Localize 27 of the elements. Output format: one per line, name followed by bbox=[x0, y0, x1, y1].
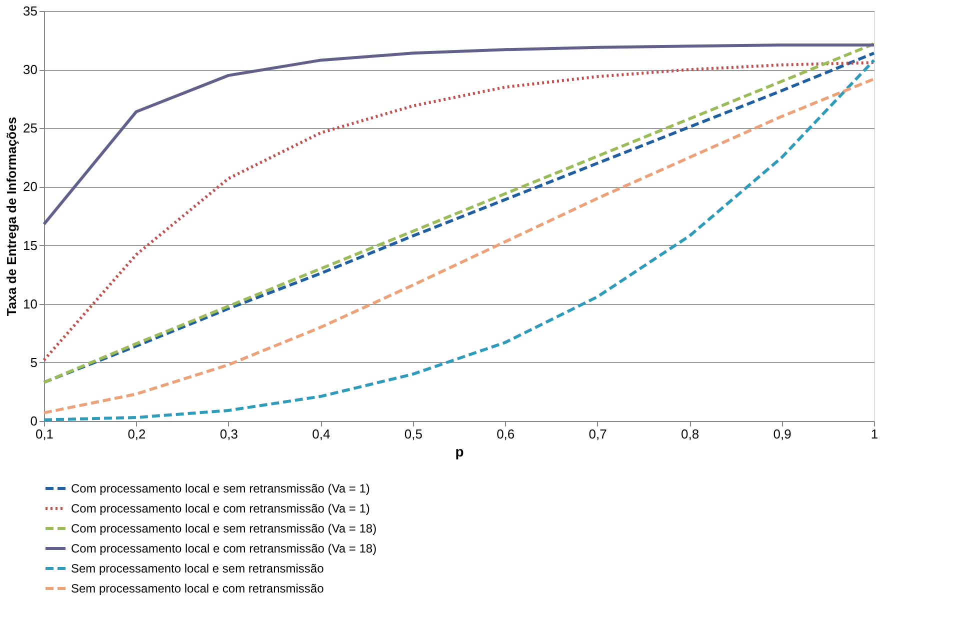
legend-label: Com processamento local e sem retransmissão (Va = 1) bbox=[71, 482, 370, 496]
legend-label: Com processamento local e com retransmissão (Va = 1) bbox=[71, 502, 370, 516]
x-tick-label: 0,5 bbox=[404, 426, 422, 442]
y-tick-label: 25 bbox=[23, 120, 38, 136]
x-tick-label: 0,1 bbox=[35, 426, 54, 442]
x-tick-label: 0,4 bbox=[312, 426, 330, 442]
x-tick-label: 0,9 bbox=[773, 426, 792, 442]
y-tick-label: 5 bbox=[30, 354, 38, 370]
x-tick-label: 0,8 bbox=[681, 426, 700, 442]
legend-label: Sem processamento local e sem retransmissão bbox=[71, 562, 324, 576]
y-tick-label: 0 bbox=[30, 414, 38, 428]
legend-label: Sem processamento local e com retransmissão bbox=[71, 582, 324, 596]
y-tick-label: 10 bbox=[23, 296, 38, 312]
y-axis-title: Taxa de Entrega de Informações bbox=[4, 116, 20, 316]
x-tick-label: 1 bbox=[870, 426, 878, 442]
x-tick-label: 0,7 bbox=[588, 426, 607, 442]
y-tick-label: 30 bbox=[23, 62, 38, 78]
y-tick-label: 15 bbox=[23, 238, 38, 253]
y-tick-label: 35 bbox=[23, 4, 38, 18]
legend-label: Com processamento local e com retransmissão (Va = 18) bbox=[71, 542, 377, 556]
y-tick-label: 20 bbox=[23, 179, 38, 194]
legend-label: Com processamento local e sem retransmissão (Va = 18) bbox=[71, 522, 377, 536]
x-tick-label: 0,2 bbox=[128, 426, 146, 442]
x-axis-title: p bbox=[455, 444, 464, 460]
x-tick-label: 0,6 bbox=[496, 426, 515, 442]
line-series bbox=[42, 43, 876, 226]
x-tick-label: 0,3 bbox=[220, 426, 238, 442]
